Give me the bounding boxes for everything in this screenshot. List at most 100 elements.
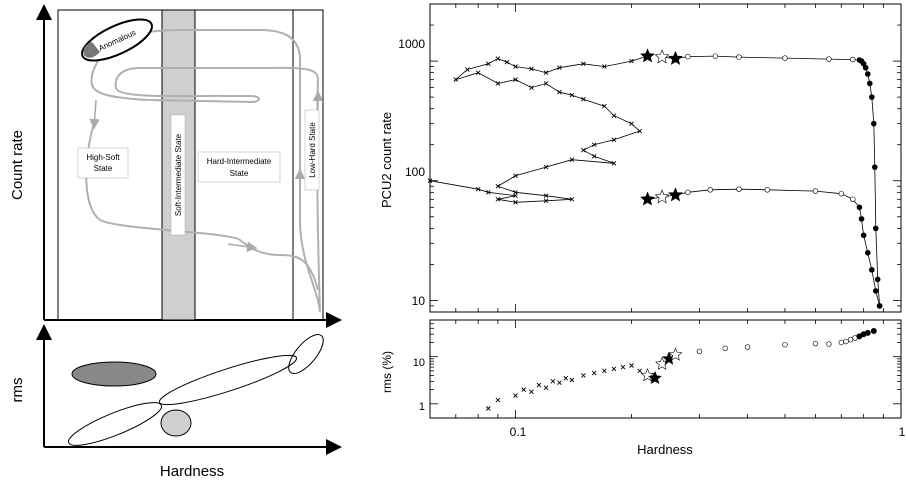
x-tick-label-0.1: 0.1 bbox=[510, 425, 527, 439]
soft-branch-soft-point bbox=[427, 178, 433, 184]
rms-soft-point bbox=[611, 366, 617, 372]
rms-anomalous-blob bbox=[71, 361, 157, 387]
rms-intermediate-point bbox=[838, 339, 844, 346]
y-tick-label-1000: 1000 bbox=[398, 37, 425, 51]
rms-frame bbox=[429, 319, 902, 419]
soft-branch-soft-point bbox=[581, 96, 586, 102]
soft-branch-soft-point bbox=[557, 65, 562, 71]
soft-branch-soft-point bbox=[569, 196, 575, 202]
right-ylabel-top: PCU2 count rate bbox=[379, 112, 394, 208]
high-soft-label-box bbox=[77, 147, 129, 179]
outburst-2-intermediate-point bbox=[736, 186, 742, 192]
rms-soft-blob bbox=[160, 409, 192, 437]
outburst-1-line bbox=[662, 55, 880, 306]
soft-branch-soft-point bbox=[513, 173, 518, 179]
rms-soft-point bbox=[620, 364, 626, 370]
outburst-2-hard-point bbox=[860, 232, 867, 239]
rms-intermediate-point bbox=[744, 344, 751, 350]
soft-branch-soft-point bbox=[485, 190, 491, 195]
high-soft-label-line2: State bbox=[94, 164, 113, 173]
outburst-1-hard-point bbox=[867, 80, 873, 87]
hid-ticks bbox=[429, 3, 902, 313]
hard-intermediate-label-box bbox=[197, 151, 281, 183]
rms-soft-point bbox=[569, 377, 575, 383]
rms-star-point bbox=[668, 347, 683, 361]
rms-track-upper bbox=[288, 334, 324, 374]
rms-soft-point bbox=[550, 379, 556, 384]
outburst-2-star-point bbox=[654, 189, 670, 204]
outburst-1-star-point bbox=[654, 49, 670, 64]
soft-branch-soft-point bbox=[629, 121, 634, 126]
right-xlabel: Hardness bbox=[637, 442, 693, 457]
outburst-2-intermediate-point bbox=[707, 187, 713, 193]
soft-branch-soft-point bbox=[475, 186, 481, 192]
soft-branch-soft-point bbox=[629, 58, 634, 64]
soft-branch-soft-point bbox=[513, 200, 518, 205]
soft-branch-soft-point bbox=[495, 81, 501, 86]
soft-branch-soft-point bbox=[581, 147, 586, 153]
rms-tick-label-1: 1 bbox=[419, 401, 425, 413]
outburst-1-intermediate-point bbox=[736, 54, 742, 60]
outburst-1-hard-point bbox=[869, 94, 875, 100]
rms-soft-point bbox=[602, 368, 607, 374]
soft-branch-soft-point bbox=[611, 160, 617, 166]
soft-branch-soft-point bbox=[513, 77, 518, 82]
outburst-2-intermediate-point bbox=[764, 187, 771, 193]
outburst-1-hard-point bbox=[864, 71, 871, 77]
rms-soft-point bbox=[485, 406, 491, 411]
hid-frame bbox=[429, 3, 902, 313]
rms-intermediate-point bbox=[826, 341, 832, 347]
rms-hard-point bbox=[864, 329, 871, 336]
left-xlabel: Hardness bbox=[160, 463, 224, 480]
soft-branch-soft-point bbox=[543, 70, 549, 76]
outburst-2-hard-point bbox=[869, 267, 875, 273]
soft-branch-soft-point bbox=[453, 77, 459, 82]
outburst-1-intermediate-point bbox=[826, 56, 832, 62]
rms-soft-point bbox=[637, 368, 643, 374]
rms-soft-point bbox=[495, 397, 501, 403]
outburst-1-intermediate-point bbox=[685, 53, 691, 60]
schematic-diagram: Anomalous High-Soft State Soft-Intermedi… bbox=[9, 4, 342, 480]
soft-branch-soft-point bbox=[529, 66, 534, 72]
track-arrow-down bbox=[89, 99, 100, 130]
soft-branch-soft-point bbox=[543, 81, 549, 86]
left-ylabel-bottom: rms bbox=[9, 378, 26, 403]
outburst-2-line bbox=[647, 188, 880, 306]
hard-intermediate-label-line1: Hard-Intermediate bbox=[207, 157, 272, 166]
outburst-1-hard-point bbox=[870, 120, 877, 127]
hardness-intensity-plot: 1000 100 10 10 1 0.1 1 PCU2 count rate r… bbox=[379, 3, 906, 457]
anomalous-region bbox=[81, 18, 153, 62]
soft-branch-line bbox=[429, 55, 648, 203]
rms-track-middle bbox=[158, 354, 298, 406]
rms-intermediate-point bbox=[812, 340, 819, 347]
soft-branch-soft-point bbox=[581, 61, 586, 67]
soft-branch-soft-point bbox=[557, 89, 562, 95]
rms-soft-point bbox=[529, 389, 534, 395]
evolution-track-lower bbox=[85, 119, 319, 291]
outburst-2-hard-point bbox=[864, 249, 871, 256]
left-ylabel-top: Count rate bbox=[9, 130, 26, 200]
outburst-2-star-point bbox=[668, 187, 683, 202]
rms-hard-point bbox=[870, 328, 877, 335]
outburst-2-intermediate-point bbox=[838, 190, 844, 197]
soft-branch-soft-point bbox=[529, 85, 534, 90]
outburst-1-hard-point bbox=[874, 276, 881, 283]
rms-soft-point bbox=[557, 380, 562, 386]
outburst-1-hard-point bbox=[871, 164, 878, 170]
soft-branch-soft-point bbox=[543, 198, 549, 204]
soft-branch-soft-point bbox=[504, 59, 510, 65]
soft-branch-soft-point bbox=[495, 183, 501, 189]
outburst-1-star-point bbox=[668, 50, 683, 65]
outburst-1-intermediate-point bbox=[850, 56, 856, 63]
rms-intermediate-point bbox=[843, 338, 849, 345]
soft-branch-soft-point bbox=[543, 164, 549, 170]
rms-soft-point bbox=[543, 385, 549, 390]
soft-branch-soft-point bbox=[485, 61, 491, 67]
rms-tick-label-10: 10 bbox=[413, 357, 425, 369]
soft-branch-soft-point bbox=[602, 64, 607, 69]
soft-branch-soft-point bbox=[591, 142, 597, 148]
soft-branch-star-point bbox=[640, 48, 655, 63]
y-tick-label-10: 10 bbox=[412, 294, 426, 308]
soft-branch-soft-point bbox=[465, 67, 470, 72]
soft-intermediate-label: Soft-Intermediate State bbox=[174, 133, 183, 216]
